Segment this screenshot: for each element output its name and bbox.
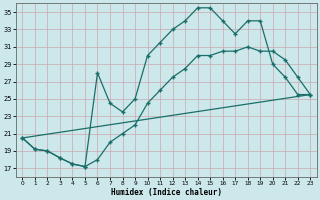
X-axis label: Humidex (Indice chaleur): Humidex (Indice chaleur) bbox=[111, 188, 222, 197]
